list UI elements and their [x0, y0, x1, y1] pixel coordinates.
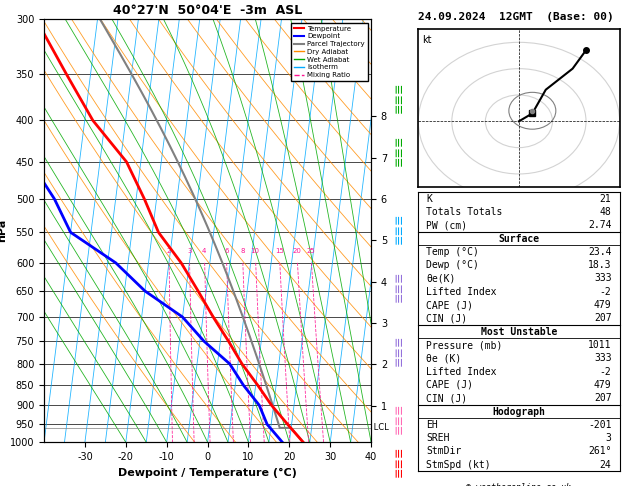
Text: ≡≡≡: ≡≡≡	[393, 135, 406, 166]
Text: kt: kt	[422, 35, 432, 46]
Text: 3: 3	[187, 248, 192, 254]
Text: Surface: Surface	[498, 234, 540, 243]
Text: Lifted Index: Lifted Index	[426, 287, 497, 297]
Text: 8: 8	[240, 248, 245, 254]
Text: K: K	[426, 193, 432, 204]
Text: Most Unstable: Most Unstable	[481, 327, 557, 337]
Text: 333: 333	[594, 353, 611, 364]
Text: 15: 15	[275, 248, 284, 254]
Text: CIN (J): CIN (J)	[426, 313, 467, 323]
Text: LCL: LCL	[371, 423, 389, 433]
Text: 24: 24	[600, 460, 611, 470]
Text: 21: 21	[600, 193, 611, 204]
Text: ≡≡≡: ≡≡≡	[393, 213, 406, 244]
Text: 479: 479	[594, 300, 611, 310]
Legend: Temperature, Dewpoint, Parcel Trajectory, Dry Adiabat, Wet Adiabat, Isotherm, Mi: Temperature, Dewpoint, Parcel Trajectory…	[291, 23, 367, 81]
FancyBboxPatch shape	[418, 325, 620, 338]
Text: Dewp (°C): Dewp (°C)	[426, 260, 479, 270]
Text: ≡≡≡: ≡≡≡	[393, 446, 406, 477]
Text: Lifted Index: Lifted Index	[426, 366, 497, 377]
Text: 207: 207	[594, 393, 611, 403]
Text: 4: 4	[202, 248, 206, 254]
Text: -2: -2	[600, 366, 611, 377]
Text: Totals Totals: Totals Totals	[426, 207, 503, 217]
Text: Mixing Ratio (g/kg): Mixing Ratio (g/kg)	[481, 191, 490, 271]
Text: 10: 10	[251, 248, 260, 254]
Text: ≡≡≡: ≡≡≡	[393, 402, 406, 434]
Text: 1011: 1011	[588, 340, 611, 350]
Text: 261°: 261°	[588, 447, 611, 456]
Text: EH: EH	[426, 420, 438, 430]
Text: 48: 48	[600, 207, 611, 217]
Text: 2.74: 2.74	[588, 220, 611, 230]
Text: Temp (°C): Temp (°C)	[426, 247, 479, 257]
Text: 2: 2	[167, 248, 171, 254]
Text: ≡≡≡: ≡≡≡	[393, 271, 406, 302]
Text: Hodograph: Hodograph	[493, 406, 545, 417]
FancyBboxPatch shape	[418, 232, 620, 245]
Text: 479: 479	[594, 380, 611, 390]
Text: © weatheronline.co.uk: © weatheronline.co.uk	[467, 483, 571, 486]
Text: -201: -201	[588, 420, 611, 430]
Text: 3: 3	[606, 433, 611, 443]
Text: 20: 20	[292, 248, 301, 254]
Text: ≡≡≡: ≡≡≡	[393, 82, 406, 113]
Text: SREH: SREH	[426, 433, 450, 443]
Y-axis label: hPa: hPa	[0, 219, 7, 243]
Text: 333: 333	[594, 274, 611, 283]
Text: StmSpd (kt): StmSpd (kt)	[426, 460, 491, 470]
Text: θe(K): θe(K)	[426, 274, 456, 283]
X-axis label: Dewpoint / Temperature (°C): Dewpoint / Temperature (°C)	[118, 468, 297, 478]
Text: 24.09.2024  12GMT  (Base: 00): 24.09.2024 12GMT (Base: 00)	[418, 12, 614, 22]
Text: PW (cm): PW (cm)	[426, 220, 467, 230]
Text: 23.4: 23.4	[588, 247, 611, 257]
Text: -2: -2	[600, 287, 611, 297]
Text: Pressure (mb): Pressure (mb)	[426, 340, 503, 350]
Text: 25: 25	[306, 248, 315, 254]
Title: 40°27'N  50°04'E  -3m  ASL: 40°27'N 50°04'E -3m ASL	[113, 4, 302, 17]
Y-axis label: km
ASL: km ASL	[420, 220, 438, 242]
Text: CIN (J): CIN (J)	[426, 393, 467, 403]
Text: θe (K): θe (K)	[426, 353, 462, 364]
Text: StmDir: StmDir	[426, 447, 462, 456]
Text: 6: 6	[224, 248, 228, 254]
Text: 18.3: 18.3	[588, 260, 611, 270]
Text: CAPE (J): CAPE (J)	[426, 380, 474, 390]
Text: ≡≡≡: ≡≡≡	[393, 334, 406, 365]
FancyBboxPatch shape	[418, 405, 620, 418]
Text: CAPE (J): CAPE (J)	[426, 300, 474, 310]
Text: 207: 207	[594, 313, 611, 323]
